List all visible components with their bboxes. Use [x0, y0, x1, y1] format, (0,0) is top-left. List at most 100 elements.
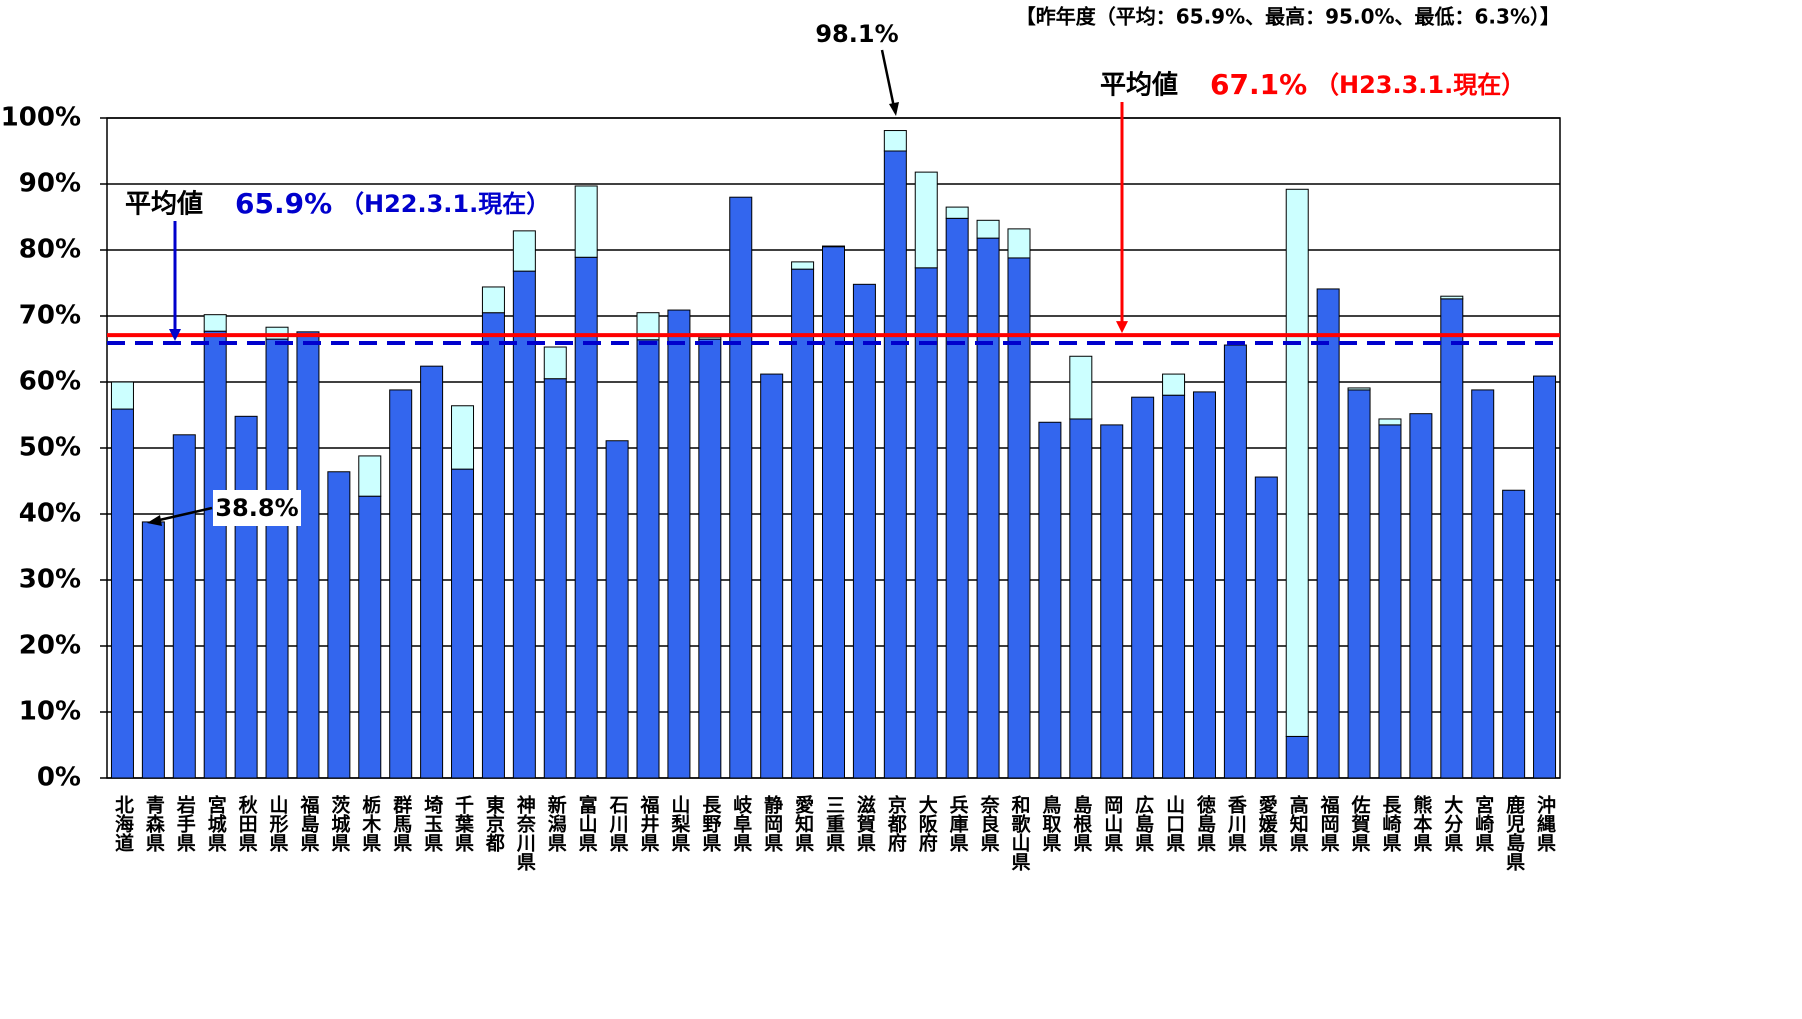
bar-segment: [1285, 735, 1309, 779]
bar-segment: [358, 495, 382, 779]
x-tick-label: 大阪府: [916, 794, 938, 853]
x-tick-label: 岩手県: [174, 794, 197, 853]
bar-segment: [760, 373, 784, 779]
x-tick-label: 山梨県: [668, 795, 691, 853]
bar-segment: [1378, 424, 1402, 779]
bar-segment: [1162, 373, 1186, 396]
bar-segment: [976, 219, 1000, 239]
arrow-head: [147, 515, 162, 526]
x-tick-label: 岐阜県: [730, 795, 752, 853]
bar-segment: [636, 312, 660, 341]
x-tick-label: 香川県: [1225, 795, 1248, 853]
x-tick-label: 石川県: [607, 795, 630, 853]
x-tick-label: 福島県: [297, 794, 320, 853]
y-tick-label: 60%: [19, 367, 81, 397]
bar-segment: [1471, 389, 1495, 779]
bar-segment: [1069, 355, 1093, 420]
y-tick-label: 50%: [19, 433, 81, 463]
bar-segment: [1347, 387, 1371, 391]
bar-segment: [1100, 424, 1124, 779]
bar-segment: [1223, 344, 1247, 779]
bar-segment: [976, 237, 1000, 779]
reference-prefix: 平均値: [125, 190, 203, 220]
x-tick-label: 滋賀県: [854, 794, 877, 853]
x-tick-label: 埼玉県: [421, 794, 443, 853]
bar-segment: [1192, 391, 1216, 779]
reference-date: （H22.3.1.現在）: [340, 190, 550, 218]
x-tick-label: 熊本県: [1410, 794, 1432, 853]
x-tick-label: 新潟県: [545, 794, 567, 853]
x-tick-label: 秋田県: [236, 794, 258, 853]
x-tick-label: 愛知県: [792, 795, 814, 853]
x-tick-label: 兵庫県: [947, 795, 969, 853]
bar-segment: [791, 261, 815, 270]
x-tick-label: 福岡県: [1318, 794, 1341, 853]
x-tick-label: 佐賀県: [1349, 794, 1372, 853]
x-tick-label: 静岡県: [761, 794, 783, 853]
annotation-box: [213, 490, 301, 526]
bar-segment: [698, 338, 722, 779]
bar-segment: [1440, 295, 1464, 300]
bar-segment: [358, 455, 382, 497]
bar-segment: [1007, 228, 1031, 259]
bar-segment: [1409, 413, 1433, 779]
x-tick-label: 長野県: [699, 795, 721, 853]
x-tick-label: 宮崎県: [1472, 794, 1494, 853]
bar-segment: [1316, 288, 1340, 779]
x-tick-label: 大分県: [1441, 794, 1463, 853]
x-tick-label: 富山県: [576, 794, 598, 853]
bar-segment: [327, 471, 351, 779]
bar-segment: [574, 185, 598, 258]
x-tick-label: 青森県: [143, 795, 165, 853]
bar-segment: [1533, 375, 1557, 779]
bar-segment: [543, 346, 567, 380]
bar-segment: [1440, 298, 1464, 779]
reference-date: （H23.3.1.現在）: [1315, 71, 1525, 99]
y-tick-label: 30%: [19, 565, 81, 595]
annotation-arrow: [154, 506, 213, 523]
bar-segment: [667, 309, 691, 779]
y-tick-label: 90%: [19, 169, 81, 199]
x-tick-label: 徳島県: [1194, 794, 1217, 853]
x-tick-label: 山口県: [1163, 795, 1185, 853]
bar-segment: [791, 268, 815, 779]
reference-value: 67.1%: [1210, 68, 1307, 101]
bar-segment: [1254, 476, 1278, 779]
reference-value: 65.9%: [235, 187, 332, 220]
bar-segment: [172, 434, 196, 779]
x-tick-label: 茨城県: [328, 794, 350, 853]
reference-prefix: 平均値: [1100, 71, 1178, 101]
bar-segment: [389, 389, 413, 779]
bar-segment: [481, 286, 505, 314]
x-tick-label: 山形県: [267, 795, 289, 853]
arrow-head: [1116, 321, 1128, 334]
x-tick-label: 和歌山県: [1008, 794, 1030, 872]
bar-segment: [234, 415, 258, 779]
x-tick-label: 千葉県: [452, 795, 475, 853]
x-tick-label: 東京都: [483, 794, 506, 852]
bar-segment: [1347, 389, 1371, 779]
x-tick-label: 長崎県: [1379, 795, 1401, 853]
annotation-arrow: [880, 49, 897, 113]
x-tick-label: 島根県: [1070, 794, 1092, 853]
bar-segment: [822, 246, 845, 779]
arrow-head: [889, 102, 899, 116]
bar-segment: [512, 230, 536, 272]
bar-segment: [945, 206, 969, 219]
y-tick-label: 100%: [1, 103, 81, 133]
bar-segment: [698, 336, 722, 340]
bar-segment: [512, 270, 536, 779]
bar-segment: [1285, 188, 1309, 737]
bar-segment: [420, 365, 444, 779]
y-tick-label: 10%: [19, 697, 81, 727]
x-tick-label: 宮城県: [205, 794, 227, 853]
y-tick-label: 20%: [19, 631, 81, 661]
bar-segment: [481, 312, 505, 779]
bar-segment: [1131, 396, 1155, 779]
bar-segment: [296, 331, 320, 779]
x-tick-label: 福井県: [638, 794, 661, 853]
y-tick-label: 40%: [19, 499, 81, 529]
x-tick-label: 神奈川県: [514, 794, 537, 872]
bar-segment: [1038, 421, 1062, 779]
bar-segment: [605, 440, 629, 779]
